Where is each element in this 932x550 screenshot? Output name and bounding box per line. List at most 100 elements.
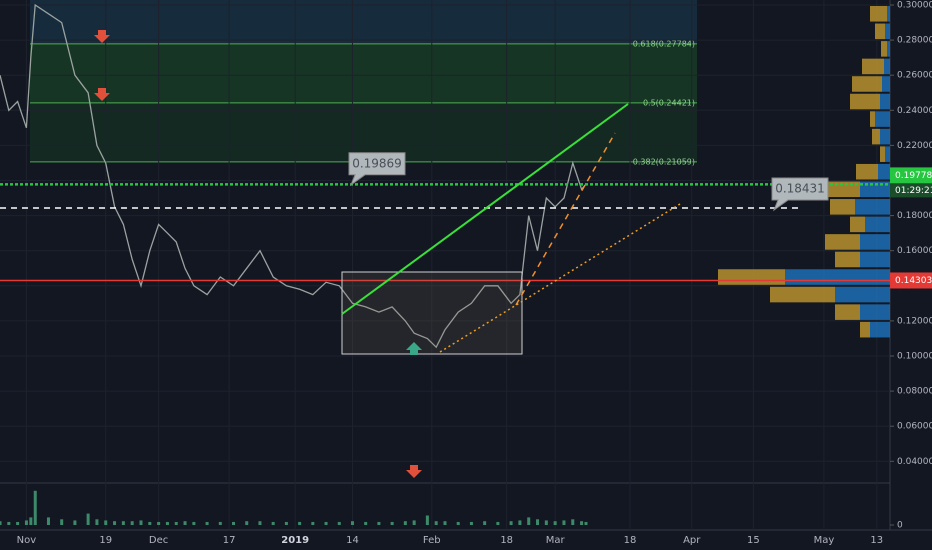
volume-bar: [121, 521, 125, 525]
up-arrow: [406, 342, 422, 355]
profile-down: [882, 76, 890, 92]
volume-bar: [139, 520, 143, 525]
y-tick-label: 0.26000: [897, 71, 932, 81]
profile-down: [878, 163, 890, 180]
volume-bar: [456, 521, 460, 525]
fib-zone: [30, 102, 697, 162]
profile-up: [875, 23, 885, 40]
fib-label: 0.382(0.21059): [633, 157, 695, 166]
volume-bar: [364, 521, 368, 525]
profile-down: [880, 128, 890, 145]
volume-bar: [562, 520, 566, 525]
fib-label: 0.618(0.27784): [633, 39, 695, 48]
y-tick-label: 0.30000: [897, 1, 932, 11]
x-tick-label: 18: [500, 535, 513, 546]
profile-up: [856, 163, 878, 180]
price-label-bg: [890, 272, 932, 289]
y-tick-label: 0.12000: [897, 316, 932, 326]
volume-bar: [24, 520, 28, 525]
zones: 0.618(0.27784) 0.5(0.24421) 0.382(0.21059): [30, 0, 697, 166]
volume-bar: [95, 519, 99, 525]
profile-up: [718, 269, 785, 285]
profile-down: [875, 111, 890, 127]
down-arrow: [406, 465, 422, 478]
volume-bar: [311, 521, 315, 525]
x-tick-label: May: [814, 535, 835, 546]
x-tick-label: 13: [870, 535, 883, 546]
profile-up: [830, 199, 855, 215]
volume-bar: [337, 521, 341, 525]
y-tick-label: 0.28000: [897, 36, 932, 46]
volume-bar: [232, 521, 236, 525]
y-tick-label: 0.04000: [897, 457, 932, 467]
volume-bar: [469, 521, 473, 525]
volume-bar: [298, 521, 302, 525]
volume-bar: [0, 521, 2, 525]
profile-down: [884, 58, 890, 75]
x-tick-label: Dec: [149, 535, 168, 546]
profile-up: [770, 286, 835, 303]
plot: [0, 3, 890, 525]
volume-bar: [412, 520, 416, 525]
x-tick-label: 15: [747, 535, 760, 546]
volume-bar: [350, 521, 354, 525]
profile-down: [865, 216, 890, 233]
volume-bar: [29, 517, 33, 525]
volume-bar: [324, 521, 328, 525]
profile-down: [870, 321, 890, 338]
volume-bar: [553, 521, 557, 525]
volume-bar: [258, 521, 262, 525]
profile-down: [860, 234, 890, 250]
x-tick-label: 17: [223, 535, 236, 546]
profile-up: [872, 128, 880, 145]
x-tick-label: 19: [99, 535, 112, 546]
volume-bar: [218, 521, 222, 525]
y-tick-label: 0.18000: [897, 211, 932, 221]
volume-bar: [192, 521, 196, 525]
profile-down: [885, 23, 890, 40]
volume-bar: [284, 521, 288, 525]
fib-zone: [30, 0, 697, 44]
profile-down: [885, 146, 890, 162]
profile-up: [881, 41, 887, 57]
profile-down: [860, 304, 890, 320]
countdown: 01:29:21: [895, 186, 932, 196]
volume-bar: [165, 521, 169, 525]
profile-up: [870, 6, 887, 22]
profile-up: [870, 111, 875, 127]
profile-down: [887, 6, 890, 22]
volume-bar: [544, 520, 548, 525]
volume-bar: [60, 519, 64, 525]
volume-bar: [483, 521, 487, 525]
volume-bar: [205, 521, 209, 525]
trend-line: [341, 103, 629, 315]
callout-label: 0.18431: [775, 182, 825, 196]
y-tick-label: 0.16000: [897, 246, 932, 256]
price-line: [0, 3, 587, 349]
x-tick-label: Nov: [17, 535, 37, 546]
profile-up: [852, 76, 882, 92]
callout: [771, 177, 829, 212]
profile-up: [850, 93, 880, 110]
range-box: [341, 271, 523, 355]
x-tick-label: 18: [624, 535, 637, 546]
profile-up: [860, 321, 870, 338]
down-arrow: [94, 30, 110, 43]
countdown-bg: [890, 183, 932, 198]
x-tick-label: Apr: [683, 535, 701, 546]
volume-bar: [403, 521, 407, 525]
volume-bar: [443, 521, 447, 525]
volume-bar: [377, 521, 381, 525]
profile-up: [835, 251, 860, 268]
profile-down: [855, 199, 890, 215]
callout: [348, 152, 406, 187]
volume-bar: [584, 521, 588, 525]
volume-bar: [113, 521, 117, 525]
profile-down: [880, 93, 890, 110]
y-tick-label: 0.24000: [897, 106, 932, 116]
volume-bar: [130, 521, 134, 525]
volume-bar: [496, 521, 500, 525]
profile-up: [835, 304, 860, 320]
x-tick-label: 2019: [281, 535, 309, 546]
